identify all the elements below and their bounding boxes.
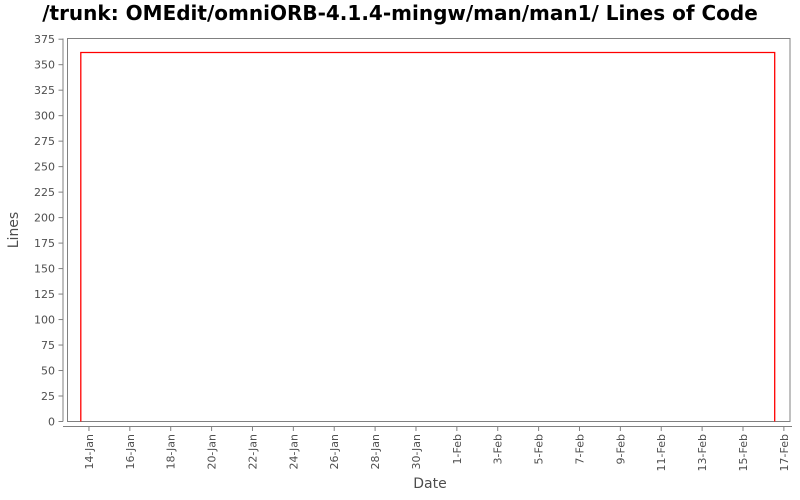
y-tick-label: 25 [41, 390, 55, 403]
x-tick-label: 28-Jan [369, 434, 382, 470]
x-tick-label: 13-Feb [696, 434, 709, 471]
y-tick-label: 0 [48, 416, 55, 429]
loc-series-line [80, 51, 776, 422]
x-tick-label: 30-Jan [410, 434, 423, 470]
x-tick-label: 17-Feb [778, 434, 791, 471]
x-tick-label: 5-Feb [533, 434, 546, 464]
x-tick-label: 15-Feb [737, 434, 750, 471]
y-tick-label: 175 [34, 237, 55, 250]
y-tick-label: 350 [34, 59, 55, 72]
y-tick-label: 375 [34, 33, 55, 46]
x-tick-label: 9-Feb [614, 434, 627, 464]
y-tick-label: 125 [34, 288, 55, 301]
x-tick-label: 24-Jan [287, 434, 300, 470]
x-tick-label: 22-Jan [246, 434, 259, 470]
x-tick-label: 1-Feb [451, 434, 464, 464]
x-tick-label: 3-Feb [492, 434, 505, 464]
y-tick-label: 100 [34, 314, 55, 327]
x-tick-label: 20-Jan [206, 434, 219, 470]
y-tick-label: 300 [34, 110, 55, 123]
y-tick-label: 275 [34, 135, 55, 148]
x-tick-label: 16-Jan [124, 434, 137, 470]
x-tick-label: 7-Feb [573, 434, 586, 464]
y-tick-label: 50 [41, 365, 55, 378]
y-tick-label: 225 [34, 186, 55, 199]
y-tick-label: 325 [34, 84, 55, 97]
y-tick-label: 150 [34, 263, 55, 276]
x-axis-title: Date [413, 476, 447, 492]
x-tick-label: 14-Jan [83, 434, 96, 470]
axes: 0 25 50 75 100 125 150 175 200 225 250 275 300 325 350… [34, 33, 792, 471]
x-tick-label: 18-Jan [165, 434, 178, 470]
y-tick-label: 200 [34, 212, 55, 225]
chart-title: /trunk: OMEdit/omniORB-4.1.4-mingw/man/m… [42, 1, 758, 25]
x-tick-label: 26-Jan [328, 434, 341, 470]
y-tick-label: 75 [41, 339, 55, 352]
x-tick-label: 11-Feb [655, 434, 668, 471]
plot-area [67, 38, 791, 422]
y-tick-label: 250 [34, 161, 55, 174]
